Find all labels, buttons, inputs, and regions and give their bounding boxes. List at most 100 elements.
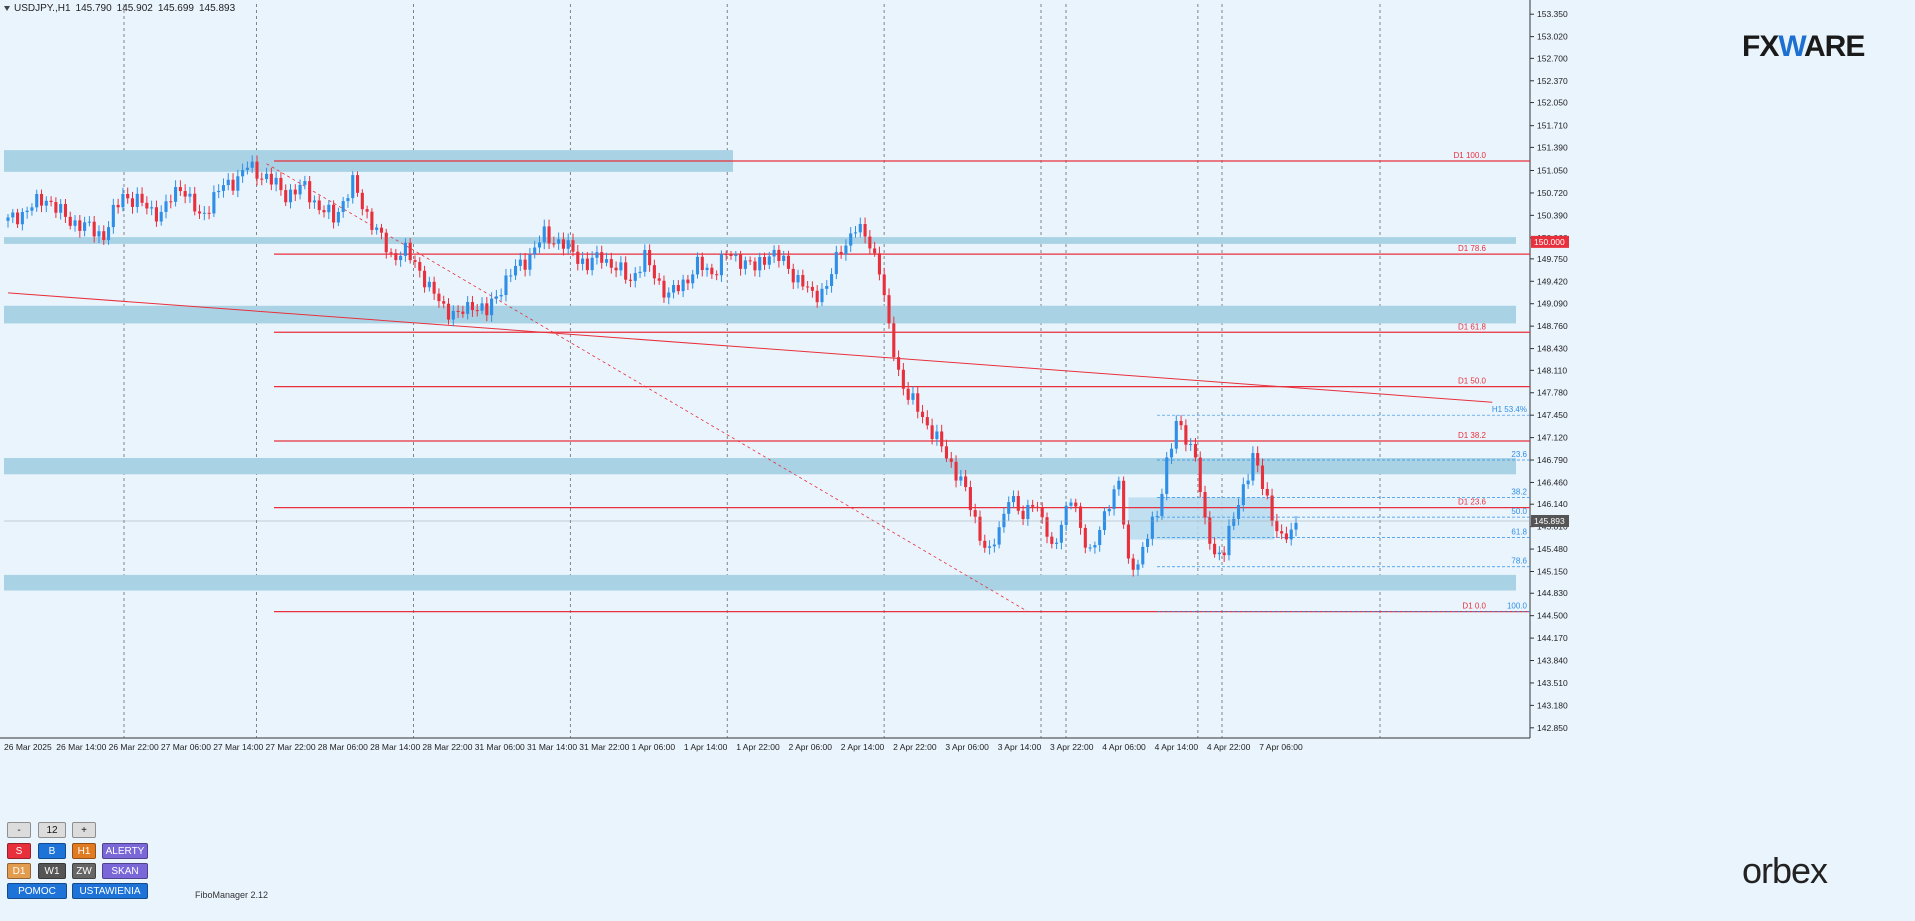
h1-button[interactable]: H1 bbox=[72, 843, 96, 859]
candle-body bbox=[1217, 552, 1221, 555]
decrease-button[interactable]: - bbox=[7, 822, 31, 838]
candle-body bbox=[767, 256, 771, 265]
w1-button[interactable]: W1 bbox=[38, 863, 66, 879]
candle-body bbox=[762, 257, 767, 265]
x-tick-label: 31 Mar 22:00 bbox=[579, 742, 629, 752]
candle-body bbox=[743, 260, 747, 269]
candle-body bbox=[78, 220, 82, 231]
candle-body bbox=[442, 301, 446, 304]
candle-body bbox=[1169, 448, 1174, 458]
candle-body bbox=[1021, 510, 1025, 519]
candle-body bbox=[351, 175, 355, 199]
candle-body bbox=[1002, 513, 1006, 528]
candle-body bbox=[312, 200, 316, 203]
d1-fib-label: D1 61.8 bbox=[1458, 322, 1487, 331]
d1-fib-label: D1 50.0 bbox=[1458, 377, 1487, 386]
candle-body bbox=[1265, 488, 1269, 496]
y-tick-label: 143.510 bbox=[1537, 678, 1568, 688]
candle-body bbox=[317, 200, 321, 211]
y-tick-label: 148.430 bbox=[1537, 344, 1568, 354]
candle-body bbox=[786, 255, 791, 269]
period-value[interactable]: 12 bbox=[38, 822, 66, 838]
candle-body bbox=[164, 201, 168, 212]
d1-button[interactable]: D1 bbox=[7, 863, 31, 879]
candle-body bbox=[39, 193, 44, 206]
candle-body bbox=[92, 221, 96, 237]
candle-body bbox=[676, 285, 680, 292]
candle-body bbox=[35, 193, 39, 208]
y-tick-label: 146.790 bbox=[1537, 455, 1568, 465]
candle-body bbox=[1256, 453, 1260, 466]
x-tick-label: 26 Mar 14:00 bbox=[56, 742, 106, 752]
candle-body bbox=[777, 249, 781, 262]
candle-body bbox=[1045, 517, 1049, 537]
candle-body bbox=[379, 227, 384, 233]
candle-body bbox=[1117, 480, 1121, 490]
candle-body bbox=[988, 546, 992, 548]
candle-body bbox=[178, 187, 182, 192]
current-price-box bbox=[1531, 514, 1569, 527]
candle-body bbox=[1083, 527, 1087, 548]
h1-fib-label: 61.8 bbox=[1511, 528, 1527, 537]
candle-body bbox=[700, 256, 704, 271]
candle-body bbox=[355, 175, 360, 193]
candle-body bbox=[111, 204, 115, 228]
candle-body bbox=[561, 239, 565, 249]
dropdown-triangle-icon[interactable] bbox=[4, 5, 10, 11]
candle-body bbox=[1294, 522, 1298, 530]
candle-body bbox=[547, 226, 551, 244]
help-button[interactable]: POMOC bbox=[7, 883, 67, 899]
candle-body bbox=[265, 173, 269, 180]
candle-body bbox=[1150, 516, 1154, 539]
candle-body bbox=[336, 212, 340, 223]
candle-body bbox=[724, 254, 728, 256]
y-tick-label: 150.720 bbox=[1537, 188, 1568, 198]
candle-body bbox=[528, 254, 532, 270]
candle-body bbox=[269, 173, 273, 185]
x-tick-label: 26 Mar 22:00 bbox=[109, 742, 159, 752]
candle-body bbox=[1088, 547, 1092, 549]
y-tick-label: 144.830 bbox=[1537, 588, 1568, 598]
candle-body bbox=[983, 540, 987, 548]
scan-button[interactable]: SKAN bbox=[102, 863, 148, 879]
y-tick-label: 151.390 bbox=[1537, 142, 1568, 152]
candle-body bbox=[135, 193, 139, 207]
buy-button[interactable]: B bbox=[38, 843, 66, 859]
candle-body bbox=[557, 239, 561, 244]
candle-body bbox=[197, 211, 202, 214]
increase-button[interactable]: + bbox=[72, 822, 96, 838]
candle-body bbox=[193, 193, 197, 212]
d1-fib-label: D1 23.6 bbox=[1458, 498, 1487, 507]
sell-button[interactable]: S bbox=[7, 843, 31, 859]
candle-body bbox=[245, 167, 249, 170]
y-tick-label: 146.460 bbox=[1537, 477, 1568, 487]
candle-body bbox=[327, 204, 331, 213]
candle-body bbox=[911, 393, 915, 400]
candle-body bbox=[188, 193, 192, 197]
candle-body bbox=[1069, 502, 1073, 506]
candle-body bbox=[437, 293, 441, 302]
y-tick-label: 145.480 bbox=[1537, 544, 1568, 554]
zw-button[interactable]: ZW bbox=[72, 863, 96, 879]
candle-body bbox=[470, 302, 475, 311]
candle-body bbox=[1193, 444, 1198, 458]
candle-body bbox=[1251, 453, 1255, 481]
candle-body bbox=[1112, 489, 1116, 509]
y-tick-label: 153.350 bbox=[1537, 9, 1568, 19]
alerts-button[interactable]: ALERTY bbox=[102, 843, 148, 859]
settings-button[interactable]: USTAWIENIA bbox=[72, 883, 148, 899]
candle-body bbox=[279, 177, 283, 191]
candle-body bbox=[782, 255, 786, 262]
candle-body bbox=[394, 253, 398, 261]
candle-body bbox=[427, 281, 431, 288]
candle-body bbox=[609, 259, 613, 268]
x-tick-label: 28 Mar 22:00 bbox=[422, 742, 472, 752]
candle-body bbox=[849, 233, 853, 246]
candle-body bbox=[6, 217, 10, 221]
fxware-logo: FXWARE bbox=[1742, 30, 1865, 63]
candle-body bbox=[810, 286, 814, 291]
candle-body bbox=[341, 201, 345, 213]
candle-body bbox=[102, 231, 106, 241]
candle-body bbox=[221, 185, 226, 191]
